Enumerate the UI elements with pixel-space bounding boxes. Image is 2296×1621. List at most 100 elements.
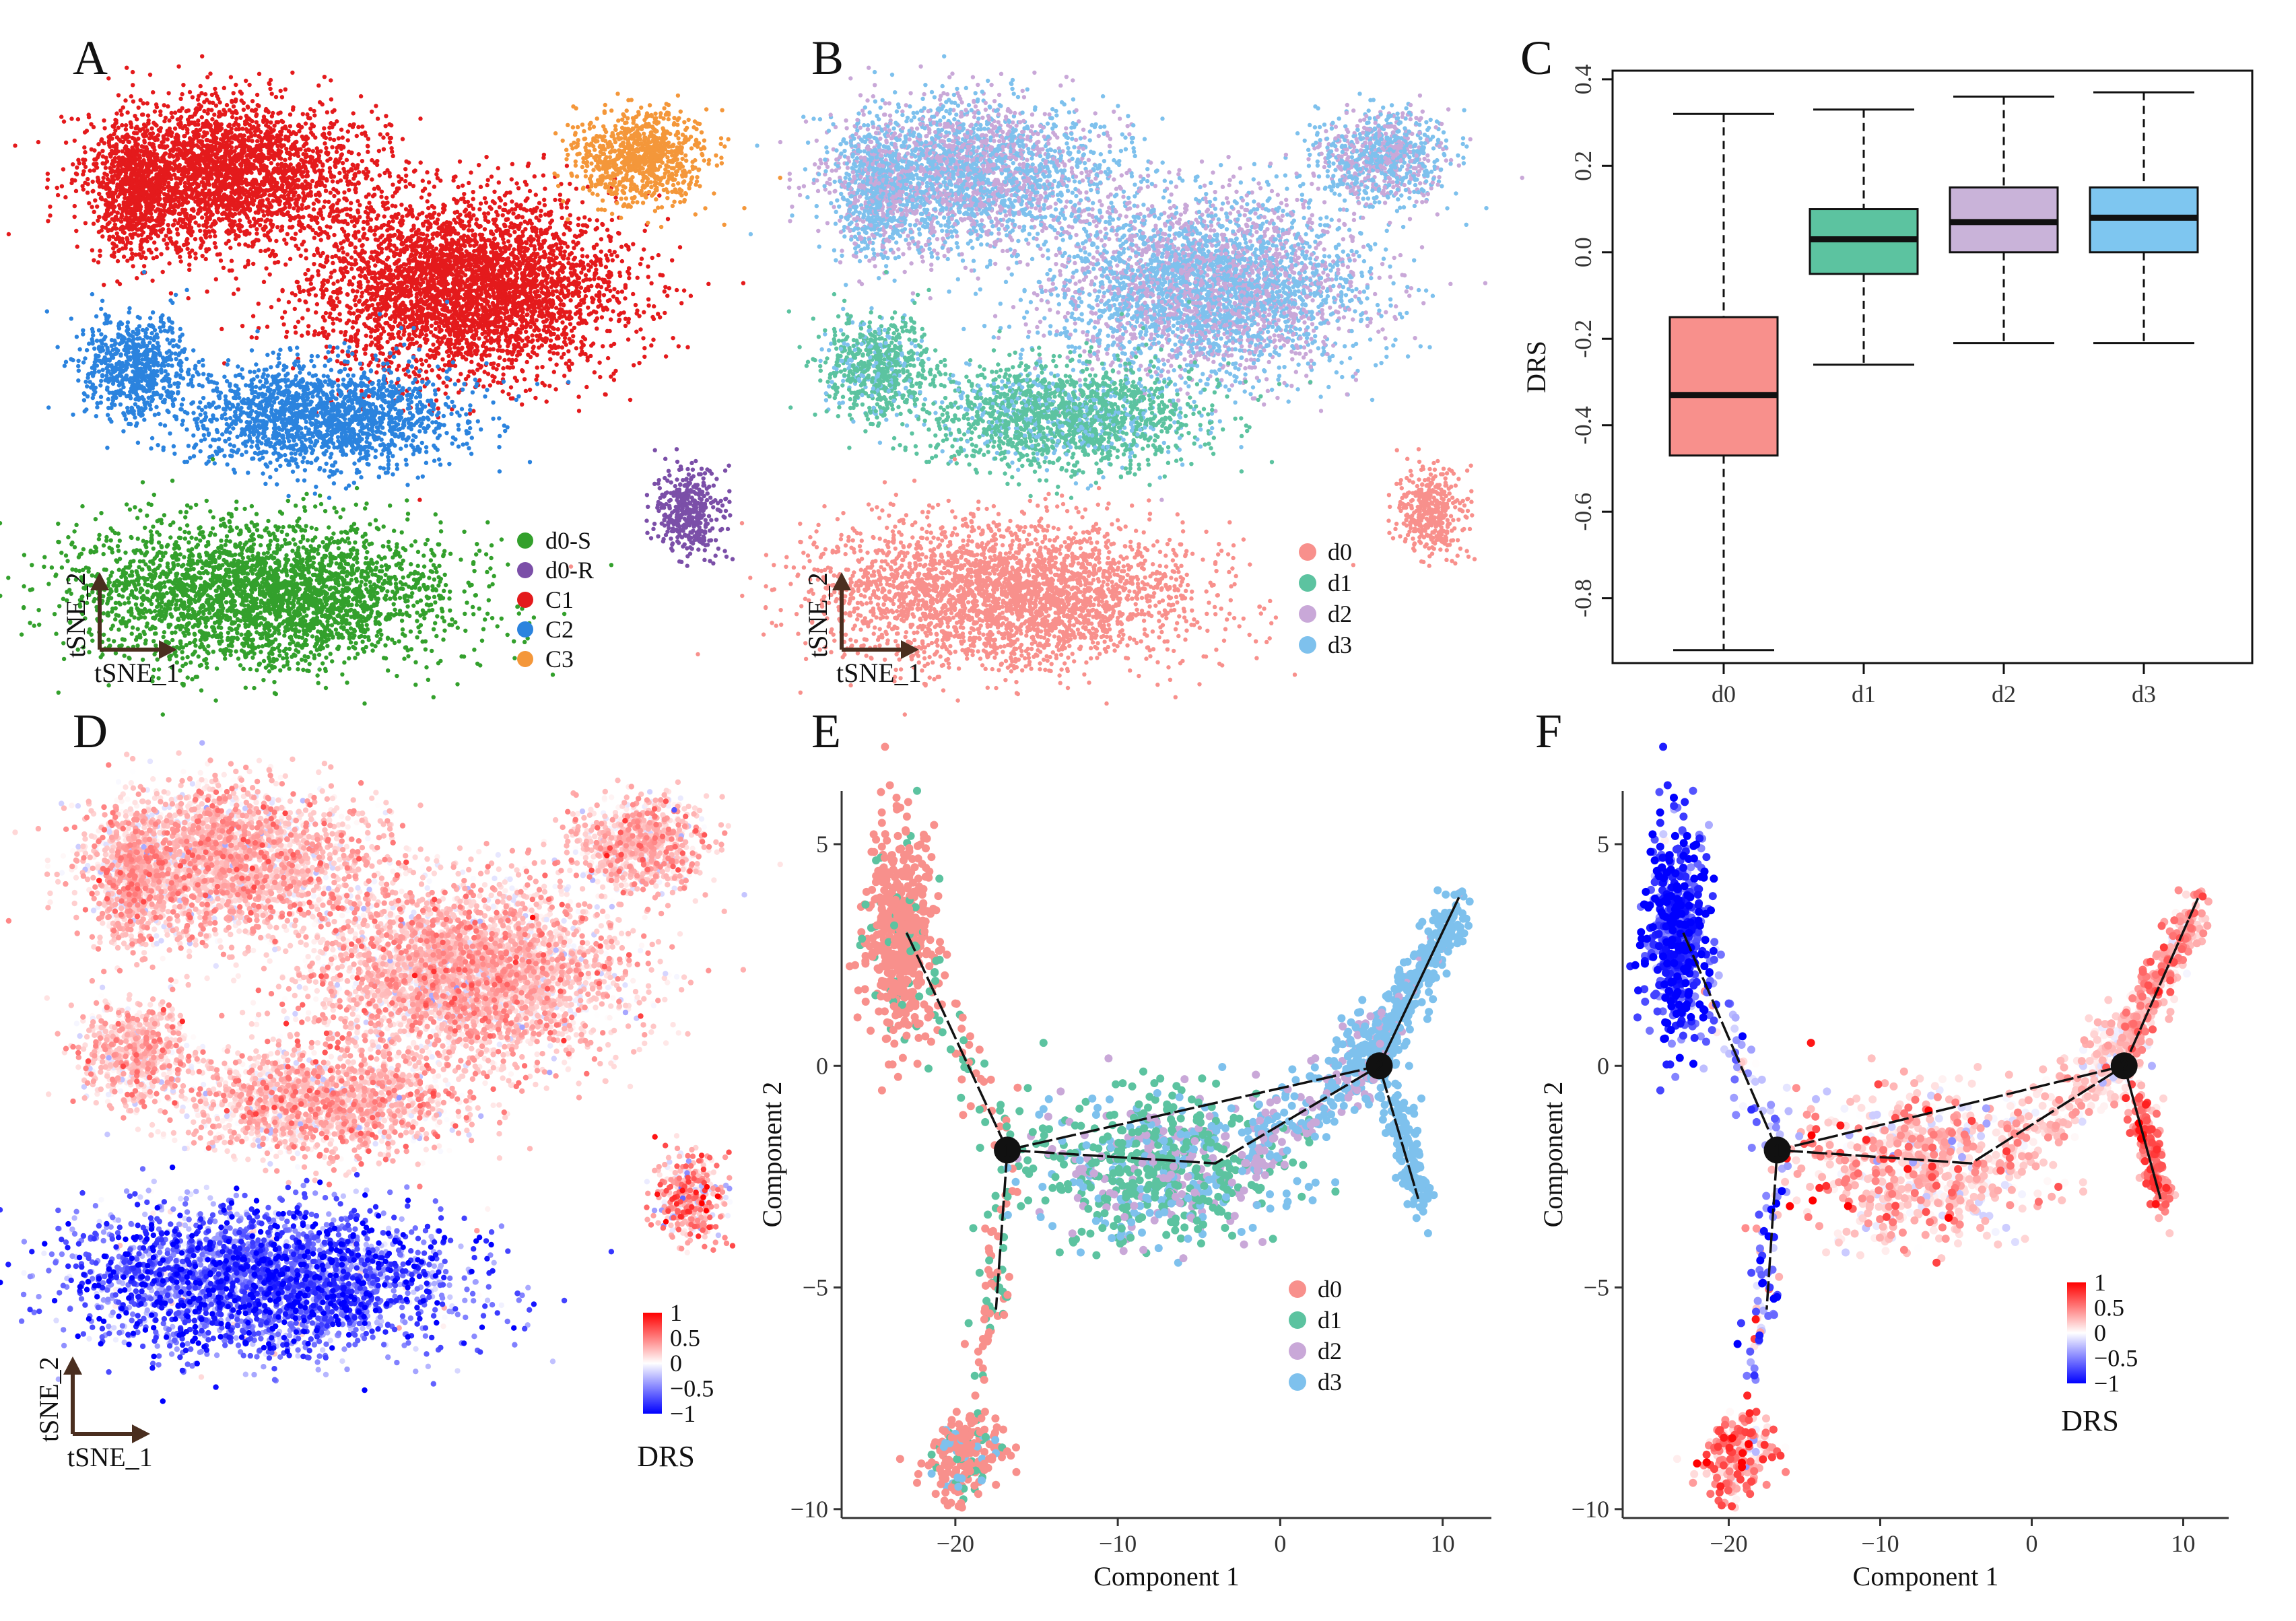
tsne-point — [212, 112, 217, 117]
tsne-point — [457, 390, 461, 395]
tsne-point — [174, 240, 179, 245]
tsne-point — [145, 113, 151, 118]
tsne-point — [323, 141, 327, 146]
tsne-point — [196, 118, 201, 123]
tsne-point — [219, 155, 224, 160]
tsne-point — [254, 120, 259, 125]
tsne-point — [180, 201, 185, 206]
tsne-point — [456, 378, 461, 383]
tsne-point — [186, 117, 191, 122]
tsne-point — [565, 244, 570, 249]
tsne-point — [681, 288, 687, 293]
tsne-point — [469, 203, 473, 208]
tsne-point — [63, 195, 68, 200]
tsne-point — [587, 217, 592, 222]
tsne-point — [254, 112, 259, 117]
tsne-point — [209, 92, 215, 98]
tsne-point — [232, 207, 237, 212]
tsne-point — [170, 115, 175, 120]
tsne-point — [265, 119, 270, 125]
tsne-point — [55, 185, 59, 191]
tsne-point — [187, 90, 193, 95]
tsne-point — [271, 222, 275, 228]
tsne-point — [403, 167, 408, 172]
tsne-point — [353, 303, 358, 308]
tsne-point — [508, 385, 514, 390]
tsne-point — [554, 362, 559, 367]
tsne-point — [303, 121, 308, 126]
tsne-point — [410, 234, 415, 239]
tsne-point — [576, 409, 582, 413]
tsne-point — [333, 164, 338, 169]
tsne-point — [84, 129, 90, 133]
tsne-point — [402, 329, 407, 334]
tsne-point — [667, 286, 672, 291]
tsne-point — [456, 184, 461, 190]
tsne-point — [71, 162, 75, 167]
tsne-point — [193, 237, 198, 242]
tsne-point — [229, 145, 234, 150]
tsne-point — [231, 91, 236, 96]
tsne-point — [95, 204, 100, 209]
tsne-point — [89, 122, 94, 127]
tsne-point — [359, 366, 364, 371]
tsne-point — [255, 126, 260, 131]
tsne-point — [238, 180, 243, 186]
tsne-point — [539, 228, 543, 232]
tsne-point — [232, 174, 237, 179]
tsne-point — [325, 110, 330, 115]
tsne-point — [171, 154, 176, 159]
tsne-point — [248, 151, 253, 156]
tsne-point — [601, 293, 607, 298]
tsne-point — [291, 191, 296, 195]
tsne-point — [91, 188, 96, 193]
tsne-point — [242, 137, 248, 143]
tsne-point — [532, 328, 537, 333]
tsne-point — [69, 180, 74, 186]
tsne-point — [72, 138, 77, 143]
tsne-point — [376, 213, 380, 218]
tsne-point — [566, 349, 571, 353]
tsne-point — [364, 333, 368, 338]
tsne-point — [200, 215, 205, 220]
tsne-point — [389, 146, 394, 151]
tsne-point — [551, 370, 556, 374]
tsne-point — [496, 363, 501, 368]
tsne-point — [619, 258, 625, 264]
tsne-point — [613, 195, 618, 200]
tsne-point — [255, 139, 260, 143]
tsne-point — [443, 391, 448, 396]
tsne-point — [511, 260, 516, 265]
tsne-point — [553, 387, 558, 392]
tsne-point — [498, 198, 503, 203]
tsne-point — [327, 125, 332, 130]
tsne-point — [323, 184, 327, 188]
tsne-point — [564, 164, 570, 168]
tsne-point — [465, 199, 471, 205]
tsne-point — [300, 203, 304, 207]
tsne-point — [576, 240, 580, 245]
tsne-point — [278, 110, 283, 115]
tsne-point — [312, 168, 317, 173]
tsne-point — [296, 208, 300, 213]
tsne-point — [187, 141, 191, 145]
tsne-point — [220, 200, 225, 205]
tsne-point — [335, 296, 340, 301]
tsne-point — [331, 203, 335, 207]
tsne-point — [222, 162, 227, 166]
tsne-point — [320, 162, 325, 167]
tsne-point — [250, 99, 255, 104]
tsne-point — [259, 194, 263, 199]
tsne-point — [163, 172, 168, 178]
tsne-point — [332, 108, 337, 112]
tsne-point — [463, 273, 468, 277]
tsne-point — [500, 213, 505, 217]
tsne-point — [489, 174, 494, 179]
tsne-point — [303, 164, 308, 170]
tsne-point — [176, 147, 181, 151]
tsne-point — [290, 70, 295, 75]
tsne-point — [339, 146, 344, 151]
tsne-point — [435, 168, 440, 172]
tsne-point — [289, 144, 294, 149]
tsne-point — [545, 300, 550, 304]
